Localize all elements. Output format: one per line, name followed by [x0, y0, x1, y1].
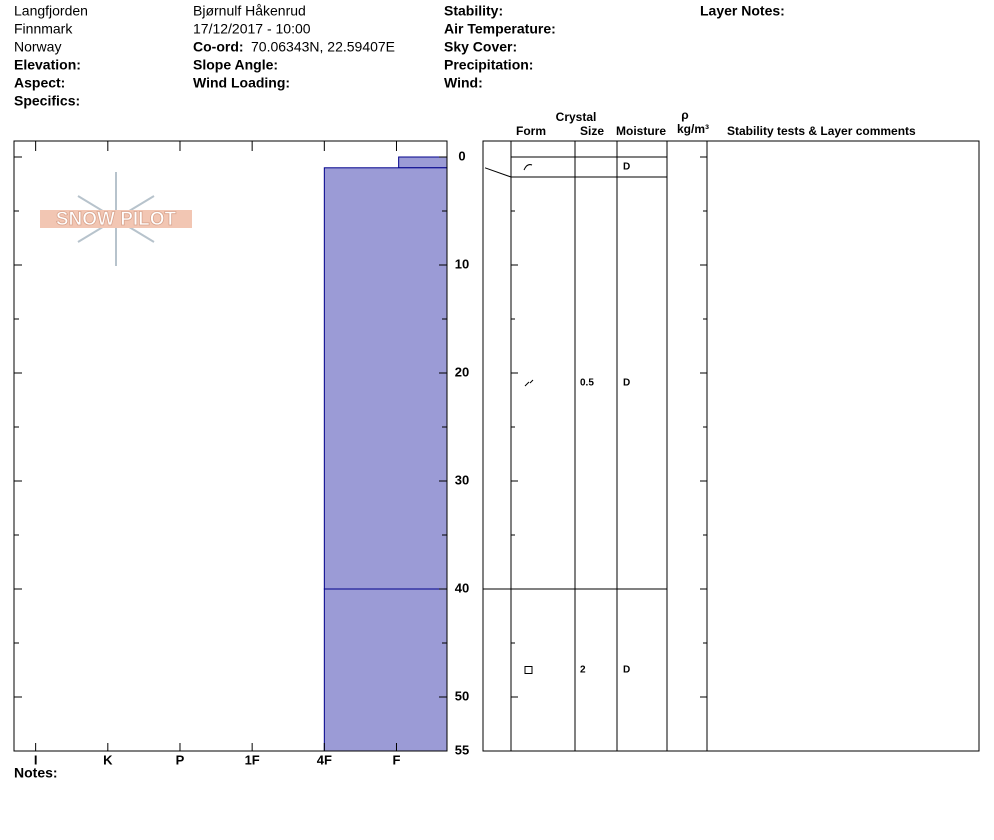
location: Langfjorden: [14, 3, 88, 19]
coord: 70.06343N, 22.59407E: [251, 39, 395, 55]
grain-size: 0.5: [580, 378, 594, 389]
field-label: Precipitation:: [444, 57, 533, 73]
location: Finnmark: [14, 21, 73, 37]
x-tick-label: 1F: [245, 752, 260, 767]
col-header: Moisture: [616, 124, 666, 138]
col-header: Crystal: [556, 110, 597, 124]
plot-frame: [13, 140, 448, 752]
field-label: Stability:: [444, 3, 503, 19]
field-label: Specifics:: [14, 93, 80, 109]
logo: SNOW PILOT: [40, 172, 192, 266]
hardness-bar: [323, 588, 448, 752]
form-symbol: [524, 379, 534, 387]
col-header: Stability tests & Layer comments: [727, 124, 916, 138]
notes-label: Notes:: [14, 765, 58, 781]
header: Langfjorden Finnmark Norway Elevation: A…: [14, 3, 785, 109]
col-header: ρ: [681, 108, 688, 122]
observer: Bjørnulf Håkenrud: [193, 3, 306, 19]
form-symbol: [524, 666, 533, 674]
field-label: Air Temperature:: [444, 21, 556, 37]
col-header: Size: [580, 124, 604, 138]
hardness-bar: [398, 156, 448, 169]
column-headers: Crystal Form Size Moisture ρ kg/m³ Stabi…: [516, 108, 916, 138]
logo-text: SNOW PILOT: [56, 209, 177, 230]
field-label: Co-ord:: [193, 39, 244, 55]
x-tick-label: P: [176, 752, 185, 767]
field-label: Aspect:: [14, 75, 65, 91]
x-tick-label: F: [393, 752, 401, 767]
y-tick-label: 55: [455, 742, 469, 757]
field-label: Wind:: [444, 75, 483, 91]
field-label: Elevation:: [14, 57, 81, 73]
field-label: Layer Notes:: [700, 3, 785, 19]
x-tick-label: I: [34, 752, 38, 767]
form-symbol: [523, 164, 533, 171]
y-tick-label: 50: [455, 688, 469, 703]
field-label: Slope Angle:: [193, 57, 278, 73]
y-tick-label: 10: [455, 256, 469, 271]
table-frame: [482, 140, 980, 752]
y-tick-label: 0: [458, 148, 465, 163]
logo-band: [40, 210, 192, 228]
grain-size: 2: [580, 665, 586, 676]
y-tick-label: 30: [455, 472, 469, 487]
layer-connector: [484, 167, 512, 178]
field-label: Wind Loading:: [193, 75, 290, 91]
moisture: D: [623, 162, 630, 173]
y-tick-label: 20: [455, 364, 469, 379]
y-tick-label: 40: [455, 580, 469, 595]
datetime: 17/12/2017 - 10:00: [193, 21, 311, 37]
col-header: kg/m³: [677, 122, 709, 136]
location: Norway: [14, 39, 61, 55]
hardness-bar: [323, 167, 448, 590]
x-tick-label: 4F: [317, 752, 332, 767]
moisture: D: [623, 665, 630, 676]
moisture: D: [623, 378, 630, 389]
x-tick-label: K: [103, 752, 113, 767]
col-header: Form: [516, 124, 546, 138]
field-label: Sky Cover:: [444, 39, 517, 55]
